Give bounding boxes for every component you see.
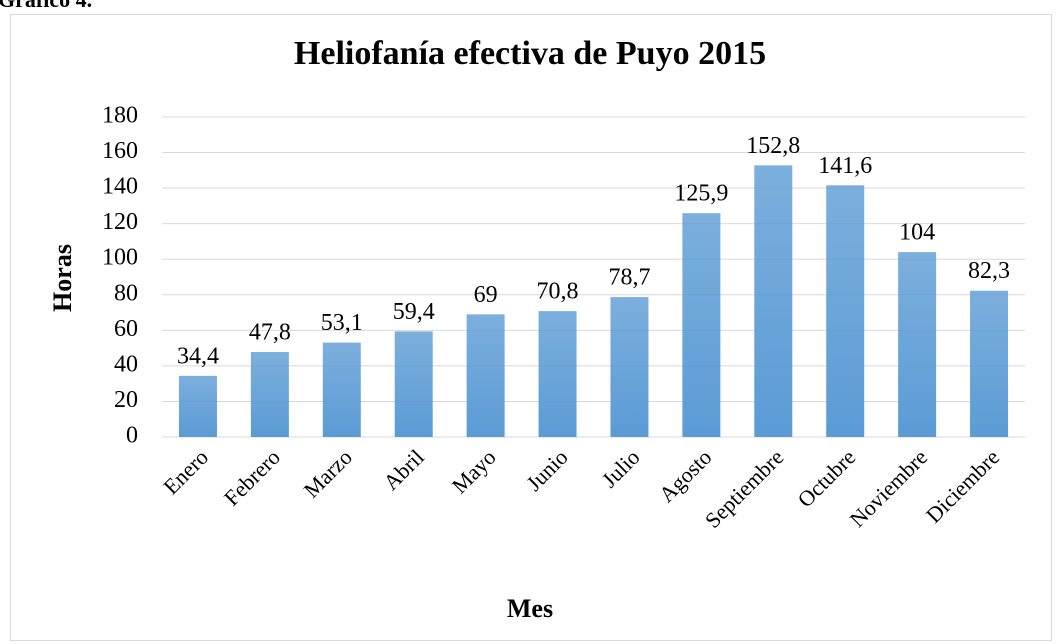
y-tick-label: 140 <box>102 174 138 200</box>
data-label: 53,1 <box>321 310 363 336</box>
bar <box>898 252 937 437</box>
y-tick-label: 120 <box>102 209 138 235</box>
data-label: 78,7 <box>608 265 650 291</box>
bar <box>970 290 1009 437</box>
y-tick-label: 60 <box>114 316 138 342</box>
data-label: 69 <box>474 282 498 308</box>
data-label: 47,8 <box>249 320 291 346</box>
data-label: 59,4 <box>393 299 435 325</box>
y-tick-label: 0 <box>126 423 138 449</box>
bar <box>466 314 505 437</box>
y-tick-label: 100 <box>102 245 138 271</box>
bar <box>322 342 361 437</box>
data-label: 70,8 <box>537 279 579 305</box>
x-axis-label: Mes <box>507 594 553 623</box>
data-label: 82,3 <box>968 258 1010 284</box>
bar <box>754 165 793 437</box>
data-label: 125,9 <box>674 181 728 207</box>
bar <box>538 311 577 437</box>
y-tick-label: 20 <box>114 387 138 413</box>
data-label: 104 <box>899 220 935 246</box>
data-label: 34,4 <box>177 343 219 369</box>
bar <box>826 185 865 437</box>
y-tick-label: 80 <box>114 280 138 306</box>
bar <box>178 375 217 437</box>
y-axis-label: Horas <box>48 244 77 312</box>
y-tick-label: 40 <box>114 351 138 377</box>
data-label: 141,6 <box>818 153 872 179</box>
chart-title: Heliofanía efectiva de Puyo 2015 <box>294 35 766 72</box>
caption: Gráfico 4. <box>0 0 92 12</box>
bar <box>610 297 649 437</box>
bar <box>682 213 721 437</box>
bar <box>394 331 433 437</box>
bar <box>250 352 289 437</box>
y-tick-label: 160 <box>102 138 138 164</box>
y-tick-label: 180 <box>102 103 138 129</box>
chart-frame <box>10 14 1052 641</box>
data-label: 152,8 <box>746 133 800 159</box>
